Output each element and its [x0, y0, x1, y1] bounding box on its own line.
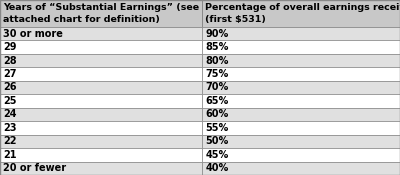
Text: 75%: 75% — [205, 69, 228, 79]
Text: 65%: 65% — [205, 96, 228, 106]
Bar — [202, 94, 400, 108]
Bar — [202, 54, 400, 67]
Text: Percentage of overall earnings received
(first $531): Percentage of overall earnings received … — [205, 3, 400, 24]
Text: 30 or more: 30 or more — [3, 29, 63, 39]
Bar — [202, 162, 400, 175]
Text: 20 or fewer: 20 or fewer — [3, 163, 66, 173]
Text: 29: 29 — [3, 42, 17, 52]
Text: 25: 25 — [3, 96, 17, 106]
Bar — [202, 121, 400, 135]
Bar — [202, 81, 400, 94]
Text: 45%: 45% — [205, 150, 228, 160]
Bar — [202, 108, 400, 121]
Bar — [0, 94, 202, 108]
Bar — [202, 148, 400, 162]
Text: 28: 28 — [3, 56, 17, 66]
Bar — [0, 81, 202, 94]
Text: 27: 27 — [3, 69, 17, 79]
Text: 50%: 50% — [205, 136, 228, 146]
Bar — [0, 135, 202, 148]
Bar — [202, 40, 400, 54]
Bar — [0, 162, 202, 175]
Bar — [202, 67, 400, 81]
Bar — [0, 27, 202, 40]
Text: 24: 24 — [3, 109, 17, 119]
Bar — [0, 54, 202, 67]
Text: 26: 26 — [3, 82, 17, 93]
Bar — [0, 67, 202, 81]
Bar — [202, 0, 400, 27]
Bar — [0, 148, 202, 162]
Bar — [0, 121, 202, 135]
Text: 70%: 70% — [205, 82, 228, 93]
Bar — [0, 108, 202, 121]
Text: 55%: 55% — [205, 123, 228, 133]
Text: 85%: 85% — [205, 42, 228, 52]
Bar — [0, 40, 202, 54]
Text: Years of “Substantial Earnings” (see
attached chart for definition): Years of “Substantial Earnings” (see att… — [3, 3, 199, 24]
Bar — [202, 27, 400, 40]
Text: 40%: 40% — [205, 163, 228, 173]
Bar — [202, 135, 400, 148]
Text: 21: 21 — [3, 150, 17, 160]
Text: 23: 23 — [3, 123, 17, 133]
Text: 90%: 90% — [205, 29, 228, 39]
Text: 60%: 60% — [205, 109, 228, 119]
Text: 80%: 80% — [205, 56, 228, 66]
Text: 22: 22 — [3, 136, 17, 146]
Bar — [0, 0, 202, 27]
